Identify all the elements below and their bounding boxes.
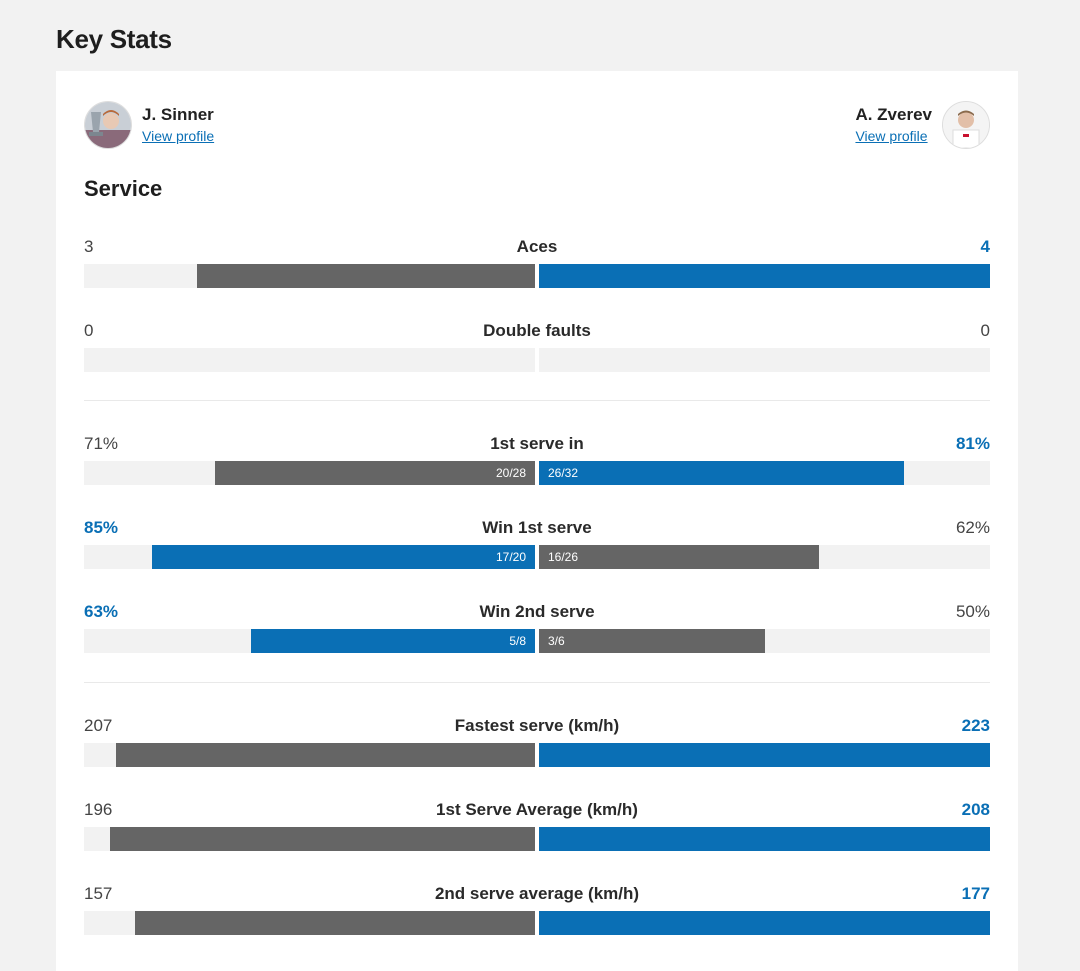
stat-label: Double faults xyxy=(483,321,591,340)
stat-left-bar-track xyxy=(84,348,535,372)
player-right-view-profile-link[interactable]: View profile xyxy=(855,128,928,144)
stat-left-fraction: 20/28 xyxy=(495,466,526,480)
stat-label: 1st serve in xyxy=(490,434,584,453)
stat-left-bar xyxy=(110,827,535,851)
stat-left-bar-track xyxy=(84,911,535,935)
player-photo-icon[interactable] xyxy=(84,101,132,149)
stat-right-bar-track xyxy=(539,911,990,935)
stat-right-value: 177 xyxy=(961,884,990,903)
divider xyxy=(84,400,990,401)
stat-right-value: 208 xyxy=(961,800,990,819)
stat-label: 1st Serve Average (km/h) xyxy=(436,800,638,819)
stat-left-value: 85% xyxy=(84,518,119,537)
stat-left-value: 196 xyxy=(84,800,113,819)
stat-right-bar: 16/26 xyxy=(539,545,819,569)
stat-left-value: 71% xyxy=(84,434,119,453)
stat-right-bar xyxy=(539,911,990,935)
key-stats-card: J. Sinner View profile A. Zverev View pr… xyxy=(56,71,1018,971)
stat-right-bar-track: 16/26 xyxy=(539,545,990,569)
stat-left-bar-track: 20/28 xyxy=(84,461,535,485)
stat-left-value: 0 xyxy=(84,321,94,340)
stat-row: 196 1st Serve Average (km/h) 208 xyxy=(84,799,990,859)
stat-right-value: 0 xyxy=(980,321,990,340)
stat-row: 0 Double faults 0 xyxy=(84,320,990,380)
stat-label: Aces xyxy=(516,237,558,256)
stat-left-bar: 17/20 xyxy=(152,545,535,569)
player-right-name: A. Zverev xyxy=(855,105,932,124)
player-right: A. Zverev View profile xyxy=(855,101,990,149)
stat-row: 157 2nd serve average (km/h) 177 xyxy=(84,883,990,943)
stat-left-bar xyxy=(116,743,535,767)
stat-right-value: 4 xyxy=(980,237,990,256)
stat-label: 2nd serve average (km/h) xyxy=(434,884,640,903)
stat-right-bar-track xyxy=(539,827,990,851)
stat-right-value: 223 xyxy=(961,716,990,735)
stat-left-value: 3 xyxy=(84,237,94,256)
divider xyxy=(84,682,990,683)
stat-right-fraction: 16/26 xyxy=(548,550,579,564)
stat-right-bar xyxy=(539,264,990,288)
stat-left-bar-track xyxy=(84,827,535,851)
stat-right-bar xyxy=(539,743,990,767)
stat-row: 207 Fastest serve (km/h) 223 xyxy=(84,715,990,775)
stat-right-value: 50% xyxy=(955,602,990,621)
stat-right-bar: 26/32 xyxy=(539,461,904,485)
player-left-view-profile-link[interactable]: View profile xyxy=(142,128,215,144)
stat-right-bar-track xyxy=(539,348,990,372)
stat-right-fraction: 3/6 xyxy=(548,634,565,648)
stat-right-bar-track xyxy=(539,743,990,767)
stat-right-bar-track: 3/6 xyxy=(539,629,990,653)
stat-right-bar-track xyxy=(539,264,990,288)
stat-right-value: 81% xyxy=(955,434,990,453)
stat-left-bar-track xyxy=(84,264,535,288)
stat-right-bar xyxy=(539,827,990,851)
stat-label: Fastest serve (km/h) xyxy=(454,716,620,735)
stat-left-bar xyxy=(197,264,535,288)
stat-label: Win 2nd serve xyxy=(479,602,595,621)
stat-left-value: 157 xyxy=(84,884,113,903)
stat-row: 63% Win 2nd serve 50% 5/8 3/6 xyxy=(84,601,990,661)
player-photo-icon[interactable] xyxy=(942,101,990,149)
stat-left-bar-track xyxy=(84,743,535,767)
stat-right-value: 62% xyxy=(955,518,990,537)
stat-left-bar: 20/28 xyxy=(215,461,535,485)
stat-left-bar: 5/8 xyxy=(251,629,535,653)
stat-right-bar: 3/6 xyxy=(539,629,765,653)
stat-left-fraction: 5/8 xyxy=(509,634,526,648)
page-title: Key Stats xyxy=(56,24,172,54)
stat-left-value: 207 xyxy=(84,716,113,735)
stat-row: 71% 1st serve in 81% 20/28 26/32 xyxy=(84,433,990,493)
stat-right-fraction: 26/32 xyxy=(548,466,579,480)
stat-right-bar-track: 26/32 xyxy=(539,461,990,485)
stat-left-fraction: 17/20 xyxy=(495,550,526,564)
player-left-name: J. Sinner xyxy=(142,105,214,124)
stat-left-value: 63% xyxy=(84,602,119,621)
player-left: J. Sinner View profile xyxy=(84,101,214,149)
stat-row: 85% Win 1st serve 62% 17/20 16/26 xyxy=(84,517,990,577)
stat-label: Win 1st serve xyxy=(482,518,592,537)
stat-left-bar-track: 5/8 xyxy=(84,629,535,653)
section-title: Service xyxy=(84,176,163,201)
stat-left-bar xyxy=(135,911,535,935)
stat-left-bar-track: 17/20 xyxy=(84,545,535,569)
stat-row: 3 Aces 4 xyxy=(84,236,990,296)
